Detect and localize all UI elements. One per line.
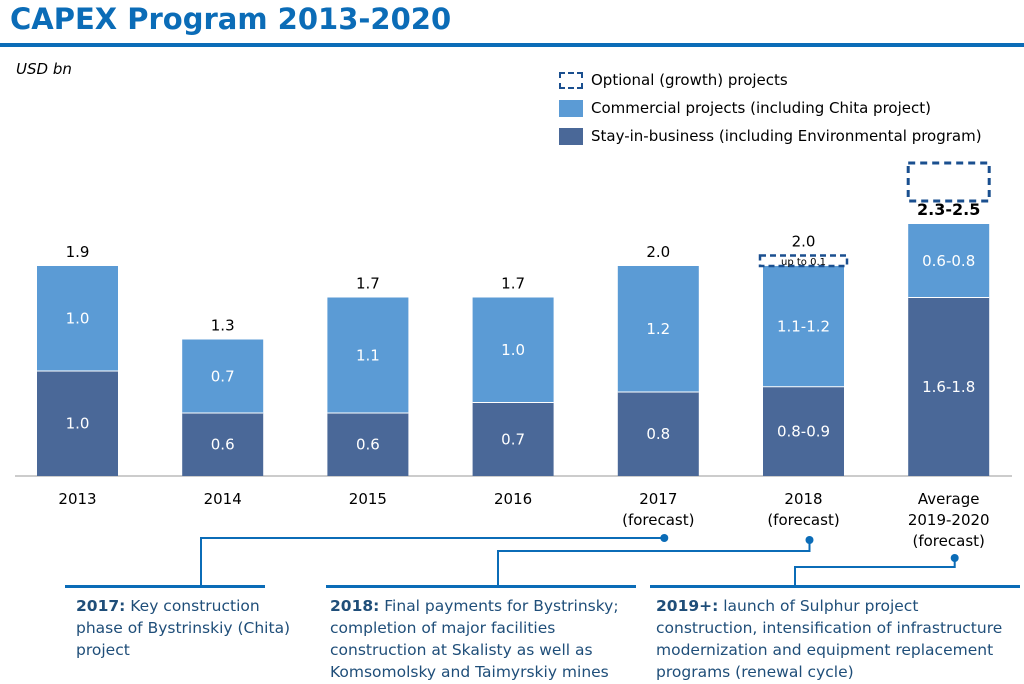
bar-commercial-2 [327, 297, 409, 413]
label-stay-3: 0.7 [501, 430, 525, 448]
bar-commercial-6 [908, 224, 990, 298]
annotation-2017: 2017: Key construction phase of Bystrins… [76, 595, 296, 661]
total-label-2: 1.7 [356, 275, 380, 293]
connector-2019 [794, 558, 956, 585]
connector-2017 [200, 537, 665, 585]
connector-2018 [497, 540, 811, 585]
label-commercial-0: 1.0 [66, 310, 90, 328]
bar-commercial-4 [617, 266, 699, 392]
bar-stay-6 [908, 297, 990, 476]
bar-stay-5 [763, 386, 844, 476]
annotation-2017-text: Key construction phase of Bystrinskiy (C… [76, 597, 291, 659]
annotation-2019-rule [650, 585, 1020, 588]
page-title: CAPEX Program 2013-2020 [10, 2, 452, 36]
legend-label-commercial: Commercial projects (including Chita pro… [591, 99, 931, 117]
x-tick-label-1-0: 2014 [204, 490, 242, 508]
annotation-2018-text: Final payments for Bystrinsky; completio… [330, 597, 619, 681]
label-commercial-2: 1.1 [356, 346, 380, 364]
bar-commercial-5 [763, 266, 844, 387]
connector-2017-dot [660, 534, 669, 542]
bar-commercial-3 [472, 297, 554, 403]
label-optional-5: up to 0.1 [781, 257, 826, 268]
label-commercial-5: 1.1-1.2 [777, 317, 830, 335]
total-label-5: 2.0 [792, 233, 816, 251]
x-tick-label-4-1: (forecast) [622, 511, 694, 529]
bar-commercial-1 [182, 339, 264, 413]
label-stay-5: 0.8-0.9 [777, 422, 830, 440]
label-commercial-4: 1.2 [646, 320, 670, 338]
annotation-2018: 2018: Final payments for Bystrinsky; com… [330, 595, 640, 683]
annotation-2019: 2019+: launch of Sulphur project constru… [656, 595, 1018, 683]
legend-item-commercial: Commercial projects (including Chita pro… [559, 98, 931, 118]
annotation-2017-rule [65, 585, 265, 588]
bar-stay-0 [37, 371, 118, 476]
total-label-3: 1.7 [501, 275, 525, 293]
label-commercial-1: 0.7 [211, 367, 235, 385]
label-stay-1: 0.6 [211, 436, 235, 454]
total-label-4: 2.0 [646, 243, 670, 261]
total-label-6: 2.3-2.5 [917, 200, 980, 219]
x-tick-label-0-0: 2013 [58, 490, 96, 508]
x-tick-label-6-0: Average [918, 490, 980, 508]
legend-item-stay: Stay-in-business (including Environmenta… [559, 126, 982, 146]
label-stay-0: 1.0 [66, 415, 90, 433]
x-tick-label-5-1: (forecast) [767, 511, 839, 529]
x-tick-label-4-0: 2017 [639, 490, 677, 508]
annotation-2017-year: 2017: [76, 597, 126, 615]
legend-swatch-optional [559, 71, 583, 89]
x-tick-label-3-0: 2016 [494, 490, 532, 508]
annotation-2019-text: launch of Sulphur project construction, … [656, 597, 1003, 681]
annotation-2019-year: 2019+: [656, 597, 719, 615]
bar-commercial-0 [37, 266, 118, 371]
title-divider [0, 43, 1024, 47]
label-commercial-3: 1.0 [501, 341, 525, 359]
x-tick-label-2-0: 2015 [349, 490, 387, 508]
unit-label: USD bn [16, 60, 72, 78]
x-tick-label-6-2: (forecast) [913, 532, 985, 550]
bar-stay-3 [472, 402, 554, 476]
x-tick-label-6-1: 2019-2020 [908, 511, 990, 529]
legend-label-stay: Stay-in-business (including Environmenta… [591, 127, 982, 145]
label-stay-2: 0.6 [356, 436, 380, 454]
label-stay-4: 0.8 [646, 425, 670, 443]
label-stay-6: 1.6-1.8 [922, 378, 975, 396]
optional-range-box [906, 161, 991, 203]
bar-optional-5 [758, 254, 849, 268]
legend-swatch-commercial [559, 99, 583, 117]
total-label-0: 1.9 [66, 243, 90, 261]
legend-swatch-stay [559, 127, 583, 145]
x-tick-label-5-0: 2018 [784, 490, 822, 508]
total-label-1: 1.3 [211, 317, 235, 335]
bar-stay-4 [617, 392, 699, 476]
connector-2018-dot [805, 536, 814, 544]
annotation-2018-rule [326, 585, 636, 588]
legend-item-optional: Optional (growth) projects [559, 70, 788, 90]
legend-label-optional: Optional (growth) projects [591, 71, 788, 89]
label-commercial-6: 0.6-0.8 [922, 252, 975, 270]
annotation-2018-year: 2018: [330, 597, 380, 615]
bar-stay-1 [182, 413, 264, 476]
bar-stay-2 [327, 413, 409, 476]
connector-2019-dot [950, 554, 959, 562]
